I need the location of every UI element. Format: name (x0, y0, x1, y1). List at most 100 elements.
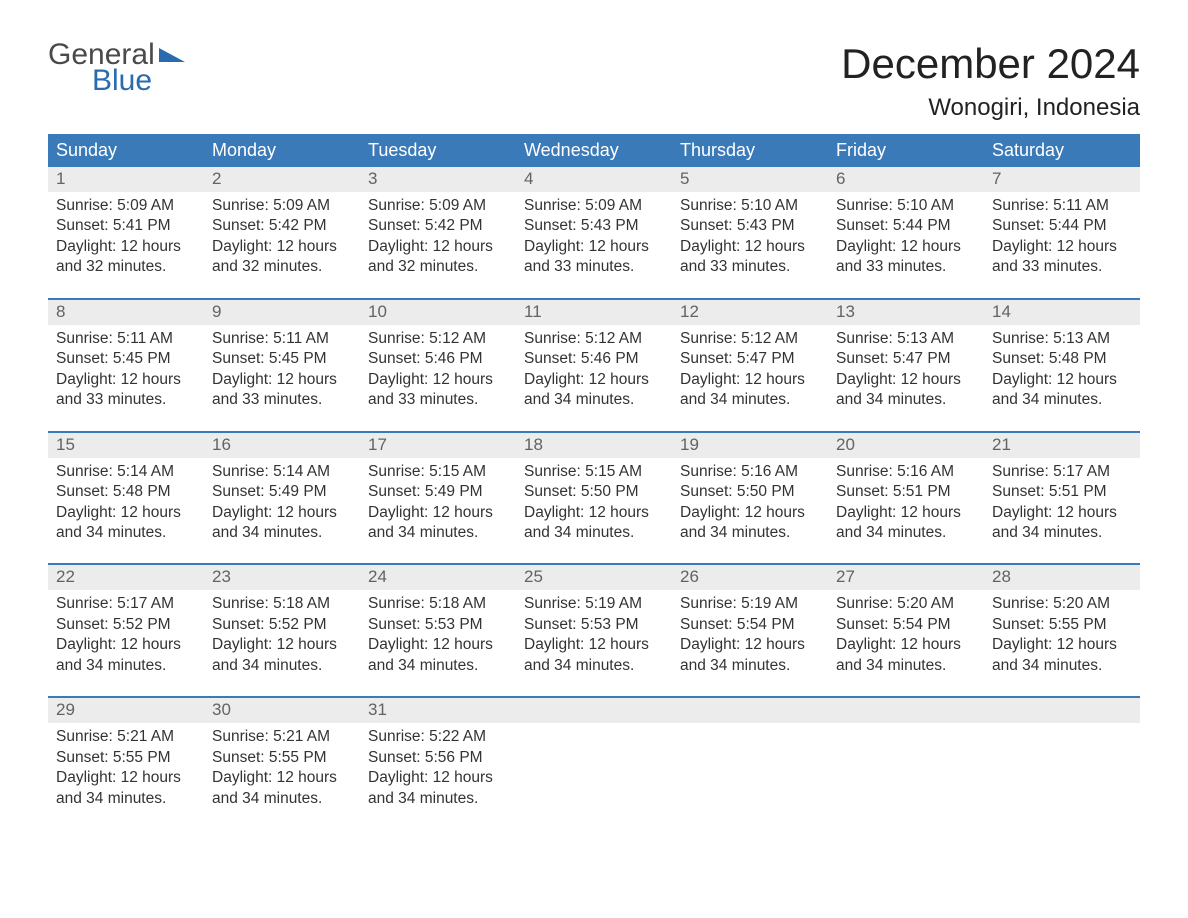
sunrise-line: Sunrise: 5:12 AM (368, 329, 508, 349)
location: Wonogiri, Indonesia (841, 94, 1140, 122)
sunset-line: Sunset: 5:56 PM (368, 748, 508, 768)
sunset-line: Sunset: 5:43 PM (680, 216, 820, 236)
day-header-cell: Wednesday (516, 134, 672, 167)
day-number: 1 (48, 167, 204, 192)
daylight-line-1: Daylight: 12 hours (524, 370, 664, 390)
daylight-line-1: Daylight: 12 hours (680, 237, 820, 257)
day-number: 7 (984, 167, 1140, 192)
sunset-line: Sunset: 5:52 PM (56, 615, 196, 635)
day-number-row: 891011121314 (48, 300, 1140, 325)
sunset-line: Sunset: 5:48 PM (992, 349, 1132, 369)
sunset-line: Sunset: 5:54 PM (836, 615, 976, 635)
sunrise-line: Sunrise: 5:16 AM (836, 462, 976, 482)
day-number: 26 (672, 565, 828, 590)
daylight-line-1: Daylight: 12 hours (524, 503, 664, 523)
sunrise-line: Sunrise: 5:16 AM (680, 462, 820, 482)
sunset-line: Sunset: 5:47 PM (836, 349, 976, 369)
day-body-row: Sunrise: 5:09 AMSunset: 5:41 PMDaylight:… (48, 192, 1140, 284)
daylight-line-1: Daylight: 12 hours (836, 370, 976, 390)
day-number: 25 (516, 565, 672, 590)
daylight-line-2: and 32 minutes. (56, 257, 196, 277)
sunrise-line: Sunrise: 5:20 AM (836, 594, 976, 614)
day-header-cell: Tuesday (360, 134, 516, 167)
day-cell: Sunrise: 5:18 AMSunset: 5:53 PMDaylight:… (360, 590, 516, 682)
daylight-line-2: and 33 minutes. (836, 257, 976, 277)
day-cell: Sunrise: 5:13 AMSunset: 5:48 PMDaylight:… (984, 325, 1140, 417)
daylight-line-2: and 34 minutes. (680, 656, 820, 676)
daylight-line-2: and 34 minutes. (212, 789, 352, 809)
daylight-line-1: Daylight: 12 hours (992, 370, 1132, 390)
week-row: 891011121314Sunrise: 5:11 AMSunset: 5:45… (48, 298, 1140, 417)
day-header-cell: Sunday (48, 134, 204, 167)
sunrise-line: Sunrise: 5:21 AM (212, 727, 352, 747)
daylight-line-1: Daylight: 12 hours (992, 635, 1132, 655)
day-number-row: 22232425262728 (48, 565, 1140, 590)
sunrise-line: Sunrise: 5:11 AM (212, 329, 352, 349)
daylight-line-2: and 34 minutes. (368, 789, 508, 809)
daylight-line-2: and 34 minutes. (524, 523, 664, 543)
day-cell: Sunrise: 5:09 AMSunset: 5:42 PMDaylight:… (360, 192, 516, 284)
sunset-line: Sunset: 5:50 PM (524, 482, 664, 502)
daylight-line-2: and 34 minutes. (836, 656, 976, 676)
day-cell: Sunrise: 5:17 AMSunset: 5:51 PMDaylight:… (984, 458, 1140, 550)
week-row: 15161718192021 Sunrise: 5:14 AM Sunset: 5:… (48, 431, 1140, 550)
sunset-line: Sunset: 5:51 PM (992, 482, 1132, 502)
sunset-line: Sunset: 5:54 PM (680, 615, 820, 635)
sunrise-line: Sunrise: 5:19 AM (524, 594, 664, 614)
day-number: 22 (48, 565, 204, 590)
sunset-line: Sunset: 5:48 PM (56, 482, 196, 502)
day-number: 6 (828, 167, 984, 192)
day-number: 14 (984, 300, 1140, 325)
sunset-line: Sunset: 5:55 PM (992, 615, 1132, 635)
daylight-line-1: Daylight: 12 hours (212, 503, 352, 523)
day-cell (984, 723, 1140, 815)
daylight-line-2: and 34 minutes. (56, 656, 196, 676)
sunset-line: Sunset: 5:53 PM (524, 615, 664, 635)
daylight-line-1: Daylight: 12 hours (56, 370, 196, 390)
day-cell: Sunrise: 5:11 AMSunset: 5:44 PMDaylight:… (984, 192, 1140, 284)
day-cell: Sunrise: 5:12 AMSunset: 5:46 PMDaylight:… (360, 325, 516, 417)
day-body-row: Sunrise: 5:11 AMSunset: 5:45 PMDaylight:… (48, 325, 1140, 417)
day-cell (828, 723, 984, 815)
daylight-line-1: Daylight: 12 hours (56, 237, 196, 257)
title-block: December 2024 Wonogiri, Indonesia (841, 40, 1140, 122)
day-cell (672, 723, 828, 815)
sunset-line: Sunset: 5:42 PM (368, 216, 508, 236)
flag-icon (159, 48, 185, 62)
daylight-line-2: and 34 minutes. (212, 523, 352, 543)
sunrise-line: Sunrise: 5:13 AM (836, 329, 976, 349)
day-number: 3 (360, 167, 516, 192)
week-row: 1234567Sunrise: 5:09 AMSunset: 5:41 PMDa… (48, 167, 1140, 284)
day-number-row: 15161718192021 (48, 433, 1140, 458)
day-cell: Sunrise: 5:12 AMSunset: 5:46 PMDaylight:… (516, 325, 672, 417)
daylight-line-1: Daylight: 12 hours (992, 237, 1132, 257)
day-cell: Sunrise: 5:11 AMSunset: 5:45 PMDaylight:… (204, 325, 360, 417)
day-header-cell: Monday (204, 134, 360, 167)
daylight-line-1: Daylight: 12 hours (836, 237, 976, 257)
day-cell: Sunrise: 5:10 AMSunset: 5:44 PMDaylight:… (828, 192, 984, 284)
day-cell: Sunrise: 5:16 AMSunset: 5:50 PMDaylight:… (672, 458, 828, 550)
daylight-line-1: Daylight: 12 hours (368, 768, 508, 788)
sunrise-line: Sunrise: 5:12 AM (524, 329, 664, 349)
day-number: 27 (828, 565, 984, 590)
sunrise-line: Sunrise: 5:11 AM (56, 329, 196, 349)
daylight-line-2: and 32 minutes. (212, 257, 352, 277)
sunset-line: Sunset: 5:55 PM (212, 748, 352, 768)
daylight-line-1: Daylight: 12 hours (368, 237, 508, 257)
daylight-line-2: and 34 minutes. (368, 656, 508, 676)
sunset-line: Sunset: 5:46 PM (368, 349, 508, 369)
sunrise-line: Sunrise: 5:14 AM (212, 462, 352, 482)
day-number: 24 (360, 565, 516, 590)
daylight-line-1: Daylight: 12 hours (212, 237, 352, 257)
sunrise-line: Sunrise: 5:19 AM (680, 594, 820, 614)
sunrise-line: Sunrise: 5:18 AM (212, 594, 352, 614)
day-number: 9 (204, 300, 360, 325)
logo: General Blue (48, 40, 185, 96)
day-cell: Sunrise: 5:09 AMSunset: 5:41 PMDaylight:… (48, 192, 204, 284)
daylight-line-2: and 34 minutes. (680, 390, 820, 410)
header: General Blue December 2024 Wonogiri, Ind… (48, 40, 1140, 122)
sunrise-line: Sunrise: 5:17 AM (56, 594, 196, 614)
daylight-line-1: Daylight: 12 hours (524, 237, 664, 257)
sunrise-line: Sunrise: 5:21 AM (56, 727, 196, 747)
day-header-cell: Friday (828, 134, 984, 167)
